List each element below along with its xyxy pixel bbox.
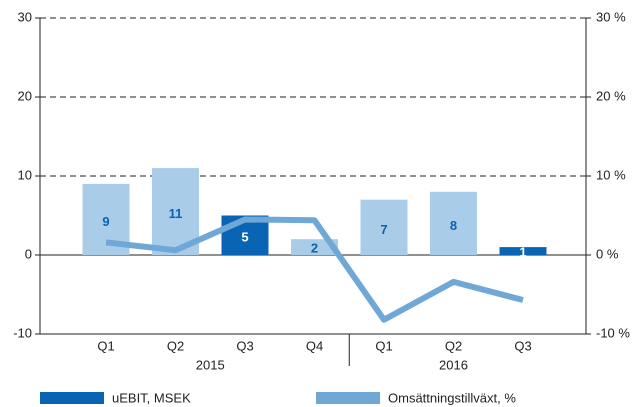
data-label: 9 bbox=[102, 214, 109, 229]
legend-swatch bbox=[40, 392, 104, 404]
x-tick-label: Q3 bbox=[514, 338, 531, 353]
x-tick-label: Q3 bbox=[236, 338, 253, 353]
data-label: 11 bbox=[169, 206, 183, 221]
data-label: 2 bbox=[311, 241, 318, 256]
group-label: 2016 bbox=[439, 357, 468, 372]
data-label: 8 bbox=[450, 218, 457, 233]
y-tick-label: -10 bbox=[13, 325, 32, 340]
bar bbox=[291, 239, 338, 255]
y-tick-label: 30 bbox=[18, 9, 32, 24]
legend-swatch bbox=[316, 392, 380, 404]
data-label: 5 bbox=[241, 230, 248, 245]
x-tick-label: Q2 bbox=[445, 338, 462, 353]
bar bbox=[360, 199, 408, 255]
y-tick-label: 10 bbox=[18, 167, 32, 182]
x-tick-label: Q4 bbox=[306, 338, 323, 353]
y2-tick-label: 0 % bbox=[596, 246, 619, 261]
line bbox=[105, 216, 524, 323]
bar bbox=[430, 191, 477, 255]
y2-tick-label: 20 % bbox=[596, 88, 626, 103]
bar bbox=[499, 247, 547, 255]
legend-label: uEBIT, MSEK bbox=[112, 390, 191, 405]
y2-tick-label: 10 % bbox=[596, 167, 626, 182]
x-tick-label: Q2 bbox=[167, 338, 184, 353]
y2-tick-label: -10 % bbox=[596, 325, 630, 340]
x-tick-label: Q1 bbox=[97, 338, 114, 353]
group-label: 2015 bbox=[196, 357, 225, 372]
x-tick-label: Q1 bbox=[375, 338, 392, 353]
legend-label: Omsättningstillväxt, % bbox=[388, 390, 516, 405]
y2-tick-label: 30 % bbox=[596, 9, 626, 24]
y-tick-label: 0 bbox=[25, 246, 32, 261]
y-tick-label: 20 bbox=[18, 88, 32, 103]
data-label: 7 bbox=[380, 222, 387, 237]
data-label: 1 bbox=[519, 244, 526, 259]
